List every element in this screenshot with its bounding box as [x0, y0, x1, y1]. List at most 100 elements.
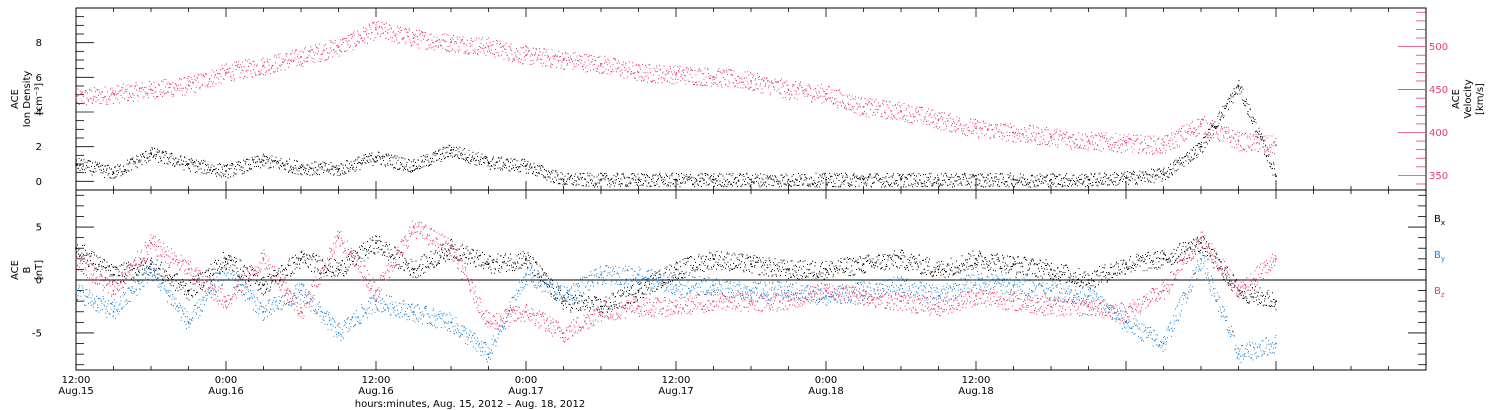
- density-series-sample: [1186, 153, 1187, 155]
- velocity-series-sample: [204, 76, 205, 78]
- density-series-sample: [608, 178, 609, 180]
- velocity-series-sample: [105, 103, 107, 105]
- velocity-series-sample: [739, 77, 740, 79]
- velocity-series-sample: [1199, 133, 1200, 135]
- velocity-series-sample: [237, 66, 238, 68]
- density-series-sample: [1225, 104, 1227, 106]
- velocity-series-sample: [1230, 141, 1231, 143]
- velocity-series-sample: [176, 85, 177, 87]
- density-series-sample: [114, 176, 116, 178]
- velocity-series-sample: [944, 121, 946, 123]
- velocity-series-sample: [998, 129, 1000, 131]
- velocity-series-sample: [1228, 132, 1229, 134]
- velocity-series-sample: [743, 84, 745, 86]
- velocity-series-sample: [374, 21, 375, 23]
- density-series-sample: [901, 177, 903, 179]
- velocity-series-sample: [223, 78, 224, 80]
- velocity-series-sample: [452, 48, 453, 50]
- density-series-sample: [1100, 177, 1102, 179]
- density-series-sample: [882, 184, 883, 186]
- density-series-sample: [1251, 120, 1253, 122]
- density-series-sample: [393, 167, 394, 169]
- density-series-sample: [903, 186, 904, 188]
- density-series-sample: [886, 180, 888, 182]
- density-series-sample: [868, 175, 869, 177]
- velocity-series-point: [1125, 141, 1127, 144]
- velocity-series-sample: [221, 64, 223, 66]
- velocity-series-sample: [1107, 140, 1109, 142]
- velocity-series-sample: [1196, 135, 1198, 137]
- density-series-sample: [1069, 179, 1071, 181]
- density-series-sample: [436, 159, 437, 161]
- density-series-sample: [155, 155, 157, 157]
- velocity-series-sample: [434, 49, 435, 51]
- velocity-series-sample: [1072, 134, 1073, 136]
- density-series-sample: [1236, 86, 1238, 88]
- velocity-series-sample: [1251, 149, 1253, 151]
- density-series-sample: [1159, 168, 1160, 170]
- velocity-series-sample: [776, 81, 777, 83]
- b-series-bx-point: [75, 247, 77, 250]
- velocity-series-sample: [355, 45, 357, 47]
- density-series-sample: [187, 164, 188, 166]
- velocity-series-sample: [375, 24, 377, 26]
- density-series-sample: [172, 157, 174, 159]
- density-series-sample: [855, 180, 857, 182]
- velocity-series-sample: [1175, 133, 1176, 135]
- density-series-sample: [1083, 181, 1084, 183]
- velocity-series-sample: [1062, 138, 1064, 140]
- density-series-sample: [634, 175, 635, 177]
- velocity-series-sample: [935, 125, 937, 127]
- velocity-series-sample: [99, 102, 101, 104]
- velocity-series-sample: [1252, 135, 1254, 137]
- density-series-sample: [356, 159, 358, 161]
- velocity-series-sample: [1195, 130, 1196, 132]
- velocity-series-sample: [1183, 139, 1184, 141]
- velocity-series-sample: [666, 81, 668, 83]
- density-series-sample: [965, 175, 966, 177]
- density-series-sample: [893, 173, 894, 175]
- velocity-series-sample: [280, 65, 281, 67]
- velocity-series-sample: [905, 118, 906, 120]
- velocity-series-sample: [881, 115, 883, 117]
- density-series-sample: [921, 185, 923, 187]
- density-series-sample: [1060, 180, 1062, 182]
- density-series-sample: [288, 171, 289, 173]
- velocity-series-sample: [520, 46, 522, 48]
- velocity-series-sample: [252, 76, 253, 78]
- density-series-sample: [710, 179, 712, 181]
- density-series-sample: [662, 182, 663, 184]
- density-series-sample: [629, 177, 630, 179]
- velocity-series-sample: [699, 68, 700, 70]
- density-series-sample: [1101, 182, 1103, 184]
- density-series-sample: [557, 175, 558, 177]
- density-series-sample: [561, 179, 562, 181]
- density-series-sample: [658, 186, 660, 188]
- velocity-series-sample: [931, 117, 933, 119]
- velocity-series-sample: [788, 89, 789, 91]
- velocity-series-sample: [810, 95, 812, 97]
- density-series-sample: [867, 177, 869, 179]
- velocity-series-sample: [860, 106, 861, 108]
- density-series-sample: [899, 174, 900, 176]
- velocity-series-sample: [155, 91, 157, 93]
- velocity-series-sample: [1086, 141, 1088, 143]
- velocity-series-sample: [618, 67, 620, 69]
- density-series-sample: [370, 161, 372, 163]
- velocity-series-sample: [165, 78, 167, 80]
- velocity-series-sample: [864, 98, 866, 100]
- density-series-sample: [406, 162, 408, 164]
- density-series-sample: [1204, 147, 1206, 149]
- density-series-sample: [99, 169, 101, 171]
- velocity-series-sample: [1172, 139, 1173, 141]
- density-series-sample: [546, 170, 547, 172]
- velocity-series-sample: [630, 74, 632, 76]
- density-series-sample: [219, 163, 220, 165]
- density-series-sample: [539, 165, 541, 167]
- density-series-sample: [554, 181, 555, 183]
- density-series-sample: [556, 179, 557, 181]
- velocity-series-sample: [160, 89, 162, 91]
- density-series-sample: [381, 155, 383, 157]
- density-series-sample: [842, 177, 843, 179]
- velocity-series-sample: [1178, 128, 1180, 130]
